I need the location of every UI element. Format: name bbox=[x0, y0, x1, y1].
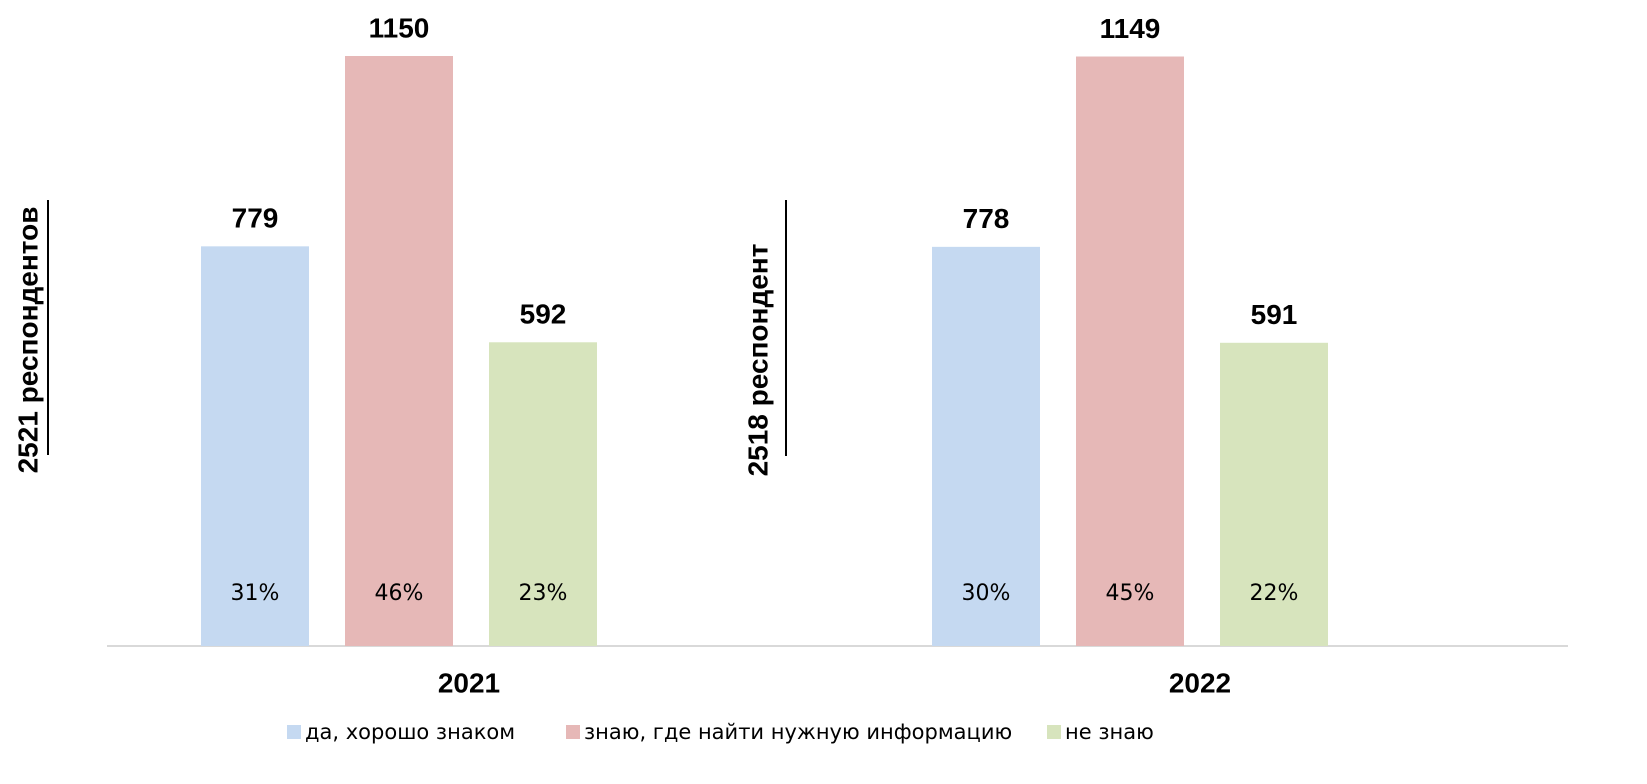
bar bbox=[1076, 56, 1184, 646]
value-label: 592 bbox=[520, 299, 567, 330]
bar bbox=[932, 246, 1040, 646]
value-label: 778 bbox=[963, 203, 1010, 234]
legend-label: да, хорошо знаком bbox=[305, 720, 515, 744]
annotation: 2521 респондентов bbox=[12, 207, 43, 474]
legend-label: не знаю bbox=[1065, 720, 1154, 744]
share-label: 23% bbox=[519, 581, 568, 606]
bar bbox=[1220, 342, 1328, 646]
value-label: 1150 bbox=[369, 12, 430, 43]
legend-swatch bbox=[566, 725, 580, 739]
share-label: 31% bbox=[231, 581, 280, 606]
bar bbox=[201, 246, 309, 647]
x-tick-label: 2021 bbox=[438, 667, 500, 698]
bar bbox=[345, 56, 453, 646]
value-label: 779 bbox=[232, 203, 279, 234]
legend-swatch bbox=[287, 725, 301, 739]
x-tick-label: 2022 bbox=[1169, 667, 1231, 698]
value-label: 591 bbox=[1251, 299, 1298, 330]
legend-swatch bbox=[1047, 725, 1061, 739]
value-label: 1149 bbox=[1100, 13, 1161, 44]
share-label: 45% bbox=[1106, 581, 1155, 606]
legend-label: знаю, где найти нужную информацию bbox=[584, 720, 1012, 744]
share-label: 22% bbox=[1250, 581, 1299, 606]
share-label: 30% bbox=[962, 581, 1011, 606]
annotation: 2518 респондент bbox=[742, 244, 773, 477]
share-label: 46% bbox=[375, 581, 424, 606]
bar bbox=[489, 342, 597, 646]
